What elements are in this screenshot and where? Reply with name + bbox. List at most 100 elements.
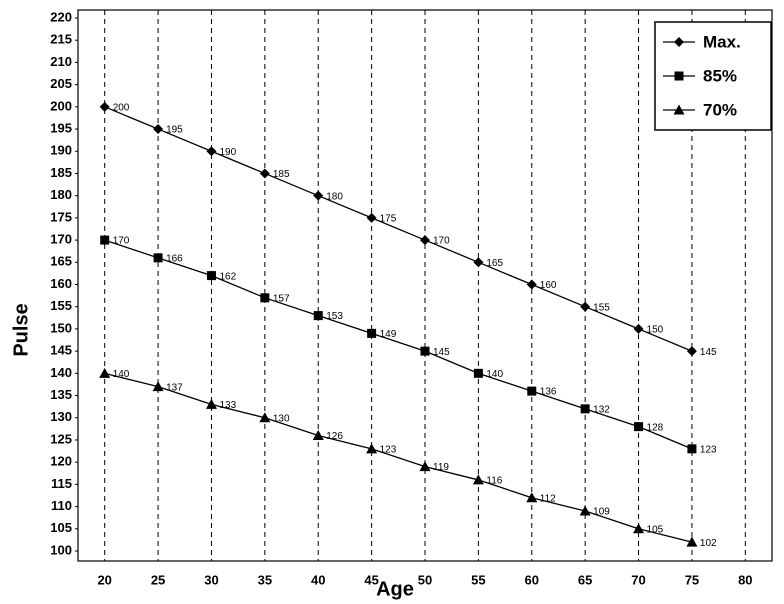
marker (260, 293, 270, 303)
y-tick-label: 160 (50, 276, 72, 291)
data-label: 112 (540, 493, 556, 504)
marker (420, 235, 430, 246)
y-tick-label: 175 (50, 209, 72, 224)
marker (153, 124, 164, 135)
x-tick-label: 75 (685, 572, 699, 587)
x-tick-label: 70 (631, 572, 645, 587)
marker (205, 398, 217, 409)
legend-label: 85% (703, 66, 737, 85)
y-tick-label: 110 (51, 498, 72, 513)
data-label: 185 (273, 169, 290, 180)
marker (687, 444, 697, 454)
data-label: 195 (166, 125, 183, 136)
y-tick-label: 190 (50, 143, 72, 158)
marker (420, 346, 430, 356)
y-tick-label: 215 (50, 32, 72, 47)
y-tick-label: 115 (51, 476, 72, 491)
data-label: 137 (166, 382, 183, 393)
legend-marker (674, 71, 684, 81)
x-tick-label: 20 (97, 572, 111, 587)
x-axis-label: Age (376, 578, 414, 600)
x-tick-label: 80 (738, 572, 752, 587)
marker (419, 461, 431, 472)
data-label: 140 (113, 369, 130, 380)
marker (633, 523, 645, 534)
x-tick-label: 65 (578, 572, 592, 587)
data-label: 160 (540, 280, 557, 291)
y-tick-label: 185 (50, 165, 72, 180)
data-label: 165 (486, 258, 503, 269)
data-label: 102 (700, 538, 717, 549)
data-label: 170 (113, 236, 130, 247)
data-label: 133 (219, 400, 236, 411)
legend-label: 70% (703, 100, 737, 119)
y-tick-label: 120 (50, 454, 72, 469)
y-tick-label: 125 (50, 431, 72, 446)
marker (580, 301, 591, 312)
y-tick-label: 180 (50, 187, 72, 202)
x-tick-label: 45 (364, 572, 378, 587)
data-label: 105 (647, 524, 664, 535)
y-tick-label: 140 (50, 365, 72, 380)
marker (259, 412, 271, 423)
y-tick-label: 100 (50, 542, 72, 557)
x-tick-label: 55 (471, 572, 485, 587)
series-line (104, 239, 693, 450)
legend-marker (673, 104, 685, 115)
data-label: 119 (433, 462, 449, 473)
x-tick-label: 35 (258, 572, 272, 587)
data-label: 109 (593, 507, 610, 518)
marker (527, 386, 537, 396)
x-tick-label: 60 (525, 572, 539, 587)
data-label: 126 (326, 431, 343, 442)
data-label: 136 (540, 387, 557, 398)
marker (526, 492, 538, 503)
series-line (104, 106, 693, 352)
marker (473, 257, 484, 268)
marker (472, 474, 484, 485)
marker (686, 536, 698, 547)
y-tick-label: 145 (50, 343, 72, 358)
y-axis-label: Pulse (10, 303, 32, 356)
marker (313, 311, 323, 321)
y-tick-label: 205 (50, 76, 72, 91)
data-label: 155 (593, 302, 610, 313)
marker (153, 253, 163, 263)
legend: Max. 85% 70% (654, 21, 772, 131)
data-label: 130 (273, 413, 290, 424)
y-tick-label: 200 (50, 98, 72, 113)
data-label: 123 (380, 444, 397, 455)
data-label: 190 (219, 147, 236, 158)
marker (313, 190, 324, 201)
marker (580, 404, 590, 414)
y-tick-label: 155 (50, 298, 72, 313)
y-tick-label: 210 (50, 54, 72, 69)
legend-label: Max. (703, 32, 741, 51)
x-tick-label: 25 (151, 572, 165, 587)
marker (366, 443, 378, 454)
data-label: 132 (593, 405, 610, 416)
data-label: 162 (219, 271, 236, 282)
marker (367, 328, 377, 338)
y-tick-label: 220 (50, 9, 72, 24)
data-label: 116 (486, 476, 502, 487)
marker (206, 146, 217, 157)
marker (152, 381, 164, 392)
data-label: 149 (380, 329, 397, 340)
data-label: 157 (273, 293, 290, 304)
series-line (104, 372, 693, 543)
data-label: 128 (647, 422, 664, 433)
data-label: 153 (326, 311, 343, 322)
marker (686, 346, 697, 357)
data-label: 200 (113, 102, 130, 113)
marker (259, 168, 270, 179)
y-tick-label: 195 (50, 120, 72, 135)
x-tick-label: 50 (418, 572, 432, 587)
legend-marker (674, 37, 684, 47)
data-label: 175 (380, 214, 397, 225)
data-label: 140 (486, 369, 503, 380)
x-tick-label: 40 (311, 572, 325, 587)
data-label: 145 (700, 347, 717, 358)
marker (633, 323, 644, 334)
